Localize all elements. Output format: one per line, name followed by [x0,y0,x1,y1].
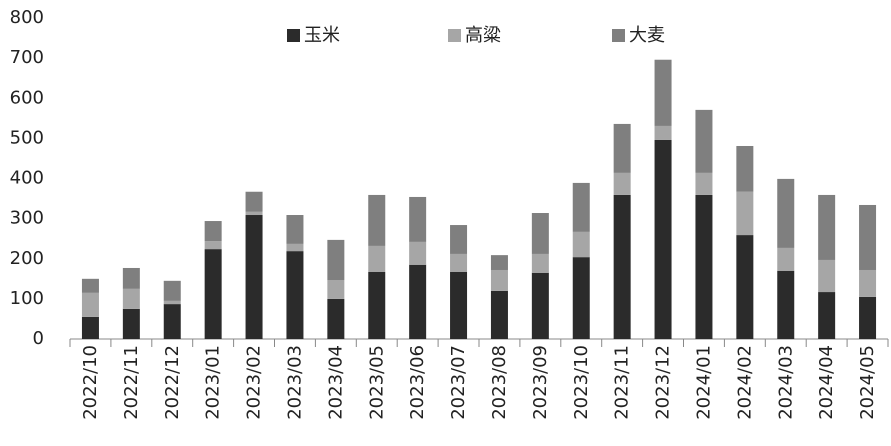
y-tick-label: 500 [10,127,44,148]
bar-segment [695,194,713,339]
bar-segment [286,251,304,339]
bar-segment [859,204,877,270]
x-tick-label: 2023/08 [489,345,510,420]
bar-segment [81,316,99,339]
bar-segment [204,249,222,339]
x-tick-label: 2023/09 [530,345,551,420]
x-tick-label: 2023/01 [203,345,224,420]
x-tick-label: 2024/02 [734,345,755,420]
bar-segment [81,292,99,317]
legend-label: 高粱 [465,25,501,46]
bar-segment [450,253,468,272]
bar-segment [613,123,631,173]
bar-segment [409,241,427,265]
legend-swatch [287,29,300,42]
x-tick-label: 2023/05 [366,345,387,420]
bar-segment [245,191,263,212]
bar-segment [572,182,590,232]
bar-segment [818,194,836,260]
bar-segment [409,264,427,339]
bar-segment [122,267,140,289]
bar-segment [654,125,672,140]
bar-segment [327,280,345,299]
y-tick-label: 700 [10,47,44,68]
bar-segment [245,215,263,339]
x-tick-label: 2024/03 [775,345,796,420]
bar-segment [695,172,713,195]
bar-segment [695,109,713,173]
x-tick-label: 2023/04 [325,345,346,420]
bar-segment [450,271,468,339]
bar-segment [327,298,345,339]
y-tick-label: 400 [10,168,44,189]
bar-segment [818,259,836,293]
bar-segment [777,247,795,271]
bar-segment [859,269,877,297]
bar-segment [736,145,754,192]
x-tick-label: 2023/07 [448,345,469,420]
bar-segment [368,194,386,246]
bar-segment [613,172,631,195]
bar-segment [736,191,754,236]
bar-segment [163,304,181,339]
bar-segment [409,196,427,242]
bar-segment [286,243,304,252]
bar-segment [81,278,99,293]
x-tick-label: 2022/11 [121,345,142,420]
bar-segment [531,213,549,254]
bar-segment [368,271,386,339]
bar-segment [777,178,795,248]
bar-segment [490,255,508,270]
y-tick-label: 100 [10,288,44,309]
x-tick-label: 2023/02 [244,345,265,420]
bar-segment [122,308,140,339]
bar-segment [286,215,304,244]
bar-segment [777,270,795,339]
bar-segment [572,257,590,339]
bar-segment [654,59,672,126]
legend-label: 玉米 [304,25,340,46]
legend-swatch [448,29,461,42]
y-tick-label: 200 [10,248,44,269]
y-tick-label: 600 [10,87,44,108]
legend-label: 大麦 [629,25,665,46]
x-tick-label: 2024/01 [693,345,714,420]
y-tick-label: 800 [10,7,44,28]
bar-segment [204,221,222,242]
bar-segment [490,269,508,291]
x-tick-label: 2023/03 [284,345,305,420]
legend-swatch [612,29,625,42]
x-tick-label: 2024/04 [816,345,837,420]
bar-segment [163,280,181,301]
bar-segment [531,272,549,339]
bar-segment [327,239,345,281]
bar-segment [654,139,672,339]
bar-segment [204,241,222,250]
bar-segment [163,300,181,305]
bar-segment [613,194,631,339]
bar-segment [531,253,549,273]
bar-segment [818,292,836,339]
y-tick-label: 300 [10,208,44,229]
x-tick-label: 2023/11 [612,345,633,420]
bar-segment [490,290,508,339]
bar-segment [450,225,468,254]
bar-segment [368,245,386,272]
bar-segment [736,235,754,339]
x-tick-label: 2024/05 [857,345,878,420]
x-tick-label: 2022/10 [80,345,101,420]
bar-segment [859,296,877,339]
x-tick-label: 2022/12 [162,345,183,420]
bar-segment [122,288,140,309]
x-tick-label: 2023/12 [653,345,674,420]
x-tick-label: 2023/06 [407,345,428,420]
bar-segment [245,211,263,216]
y-tick-label: 0 [33,328,44,349]
bar-segment [572,231,590,258]
x-tick-label: 2023/10 [571,345,592,420]
